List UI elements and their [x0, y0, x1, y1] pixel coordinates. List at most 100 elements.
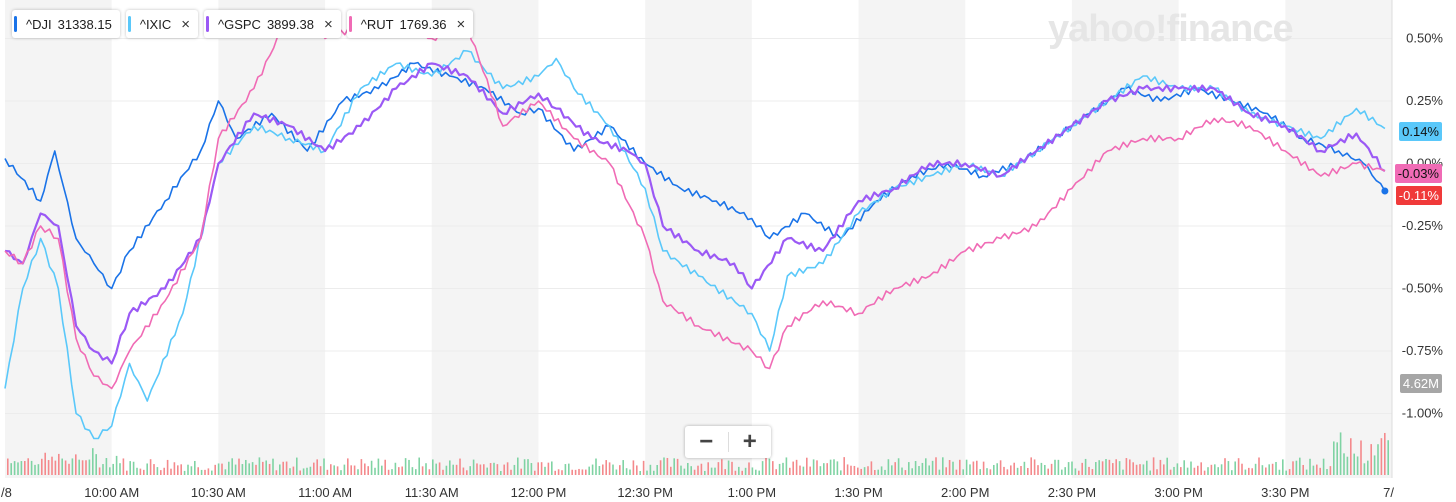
- volume-bar: [639, 470, 641, 475]
- volume-bar: [1200, 462, 1202, 475]
- volume-bar: [619, 465, 621, 475]
- volume-bar: [1302, 464, 1304, 475]
- x-edge-label-end: 7/: [1383, 485, 1394, 500]
- volume-bar: [1115, 459, 1117, 475]
- volume-bar: [445, 465, 448, 475]
- close-icon[interactable]: ×: [456, 15, 466, 33]
- volume-bar: [959, 459, 961, 475]
- volume-bar: [302, 468, 305, 475]
- volume-bar: [160, 470, 162, 475]
- volume-bar: [183, 470, 186, 475]
- volume-bar: [234, 464, 237, 475]
- volume-bar: [870, 461, 873, 475]
- grid-band: [431, 0, 539, 478]
- legend-chip-dji[interactable]: ^DJI 31338.15: [12, 10, 120, 38]
- volume-bar: [918, 466, 920, 475]
- legend-chip-rut[interactable]: ^RUT 1769.36 ×: [346, 10, 474, 38]
- volume-bar: [24, 460, 26, 475]
- series-line-gspc: [4, 62, 1386, 365]
- volume-bar: [1135, 464, 1138, 475]
- volume-bar: [350, 465, 352, 475]
- volume-bar: [598, 465, 601, 475]
- volume-bar: [347, 458, 349, 475]
- legend-chip-gspc[interactable]: ^GSPC 3899.38 ×: [204, 10, 341, 38]
- close-icon[interactable]: ×: [181, 15, 190, 33]
- volume-bar: [319, 466, 322, 475]
- volume-bar: [880, 466, 883, 475]
- volume-bar: [1078, 470, 1080, 475]
- volume-bar: [170, 468, 172, 475]
- volume-bar: [513, 464, 516, 475]
- volume-bar: [615, 469, 618, 475]
- volume-bar: [510, 469, 512, 475]
- volume-bar: [761, 461, 764, 475]
- volume-bar: [37, 464, 40, 475]
- volume-bar: [1234, 461, 1236, 475]
- volume-bar: [547, 462, 550, 475]
- volume-bar: [544, 466, 546, 475]
- volume-bar: [1044, 464, 1046, 475]
- grid-band: [218, 0, 326, 478]
- volume-bar: [1265, 467, 1267, 475]
- volume-bar: [996, 463, 998, 475]
- legend: ^DJI 31338.15 ^IXIC × ^GSPC 3899.38 × ^RUT 1769.…: [12, 10, 474, 38]
- volume-bar: [1020, 466, 1022, 475]
- volume-bar: [840, 470, 842, 475]
- volume-bar: [727, 460, 730, 475]
- zoom-divider: [727, 432, 729, 452]
- volume-bar: [1054, 459, 1056, 475]
- volume-bar: [435, 463, 437, 475]
- last-value-tag-rut: -0.03%: [1394, 163, 1442, 183]
- volume-bar: [1333, 441, 1335, 475]
- volume-bar: [1224, 458, 1226, 475]
- volume-bar: [387, 469, 390, 475]
- volume-bar: [1033, 459, 1036, 475]
- volume-bar: [1101, 461, 1104, 475]
- volume-bar: [1159, 459, 1162, 475]
- volume-bar: [653, 470, 655, 475]
- x-tick-label: 12:00 PM: [511, 485, 567, 500]
- zoom-out-button[interactable]: −: [699, 428, 714, 455]
- volume-bar: [1067, 462, 1070, 475]
- volume-bar: [1061, 469, 1063, 475]
- volume-bar: [734, 470, 737, 475]
- volume-bar: [585, 469, 587, 475]
- volume-bar: [642, 460, 645, 475]
- volume-bar: [1380, 438, 1383, 475]
- zoom-in-button[interactable]: +: [742, 428, 757, 455]
- volume-bar: [153, 464, 155, 475]
- volume-bar: [374, 467, 376, 475]
- legend-symbol: ^DJI: [26, 16, 52, 32]
- volume-bar: [1288, 469, 1291, 475]
- volume-bar: [993, 464, 995, 475]
- volume-bar: [1142, 464, 1145, 475]
- volume-bar: [41, 458, 43, 475]
- volume-bar: [1367, 460, 1369, 475]
- volume-bar: [972, 461, 975, 475]
- legend-symbol: ^RUT: [360, 16, 394, 32]
- x-tick-label: 3:00 PM: [1154, 485, 1202, 500]
- volume-bar: [1013, 462, 1015, 475]
- volume-bar: [326, 469, 329, 475]
- legend-chip-ixic[interactable]: ^IXIC ×: [125, 10, 198, 38]
- volume-bar: [707, 462, 709, 475]
- volume-bar: [843, 457, 845, 475]
- x-tick-label: 1:00 PM: [728, 485, 776, 500]
- x-tick-label: 3:30 PM: [1261, 485, 1309, 500]
- volume-bar: [758, 470, 760, 475]
- volume-bar: [194, 460, 196, 475]
- volume-bar: [98, 467, 101, 475]
- volume-bar: [200, 469, 203, 475]
- grid-band: [1071, 0, 1179, 478]
- x-tick-label: 10:00 AM: [84, 485, 139, 500]
- volume-bar: [404, 458, 407, 475]
- volume-bar: [177, 465, 179, 475]
- volume-bar: [279, 464, 281, 475]
- volume-bar: [697, 465, 699, 475]
- volume-bar: [238, 458, 240, 475]
- volume-bar: [1129, 459, 1131, 475]
- volume-bar: [139, 468, 142, 475]
- volume-bar: [591, 464, 594, 475]
- y-tick-label: 0.50%: [1406, 31, 1443, 46]
- close-icon[interactable]: ×: [323, 15, 333, 33]
